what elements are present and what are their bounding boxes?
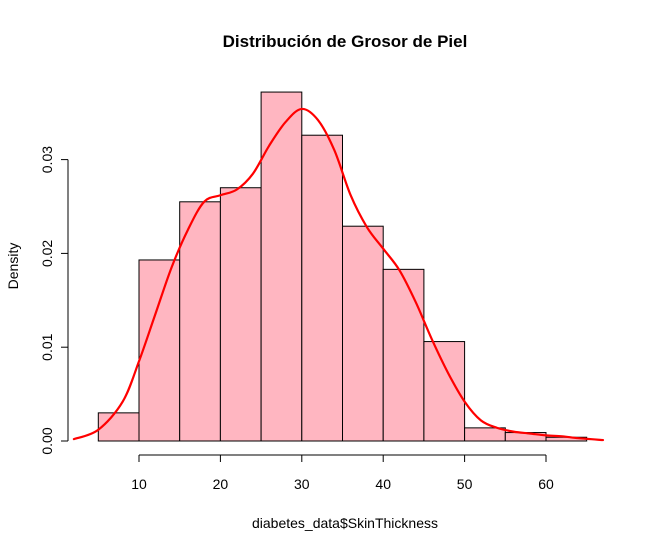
histogram-bar — [464, 427, 506, 442]
histogram-bar — [138, 259, 181, 442]
histogram-bar — [382, 268, 425, 442]
x-tick-label: 20 — [213, 476, 229, 492]
histogram-bar — [260, 91, 303, 442]
density-curve-layer — [72, 107, 605, 442]
y-tick-label: 0.03 — [39, 146, 55, 173]
x-tick-label: 10 — [131, 476, 147, 492]
histogram-bar — [301, 134, 343, 442]
x-axis-label: diabetes_data$SkinThickness — [252, 515, 438, 531]
density-curve — [72, 107, 605, 442]
histogram-bar — [97, 412, 140, 442]
x-tick-label: 40 — [375, 476, 391, 492]
histogram-bar — [342, 225, 384, 442]
y-axis: 0.00 0.01 0.02 0.03 — [39, 146, 69, 455]
y-axis-label: Density — [5, 243, 21, 290]
y-tick-label: 0.00 — [39, 427, 55, 454]
x-axis: 10 20 30 40 50 60 — [131, 454, 554, 492]
x-tick-label: 60 — [538, 476, 554, 492]
histogram-bar — [219, 187, 262, 442]
histogram-bar — [179, 201, 221, 442]
y-tick-label: 0.01 — [39, 333, 55, 360]
bars-layer — [97, 91, 588, 442]
chart-title: Distribución de Grosor de Piel — [223, 32, 468, 51]
y-tick-label: 0.02 — [39, 240, 55, 267]
x-tick-label: 50 — [457, 476, 473, 492]
x-tick-label: 30 — [294, 476, 310, 492]
